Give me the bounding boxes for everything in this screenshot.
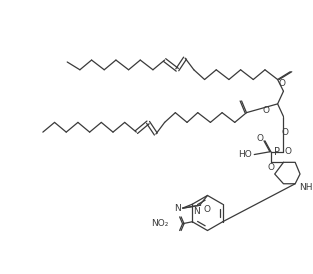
Text: N: N [174,204,181,213]
Text: O: O [279,79,286,88]
Text: O: O [267,163,274,172]
Text: O: O [262,106,269,115]
Text: N: N [193,207,200,216]
Text: HO: HO [239,150,252,159]
Text: O: O [204,205,211,214]
Text: NO₂: NO₂ [151,219,169,228]
Text: P: P [274,147,280,157]
Text: NH: NH [299,183,313,192]
Text: O: O [285,147,292,156]
Text: O: O [257,135,264,144]
Text: O: O [282,128,289,137]
